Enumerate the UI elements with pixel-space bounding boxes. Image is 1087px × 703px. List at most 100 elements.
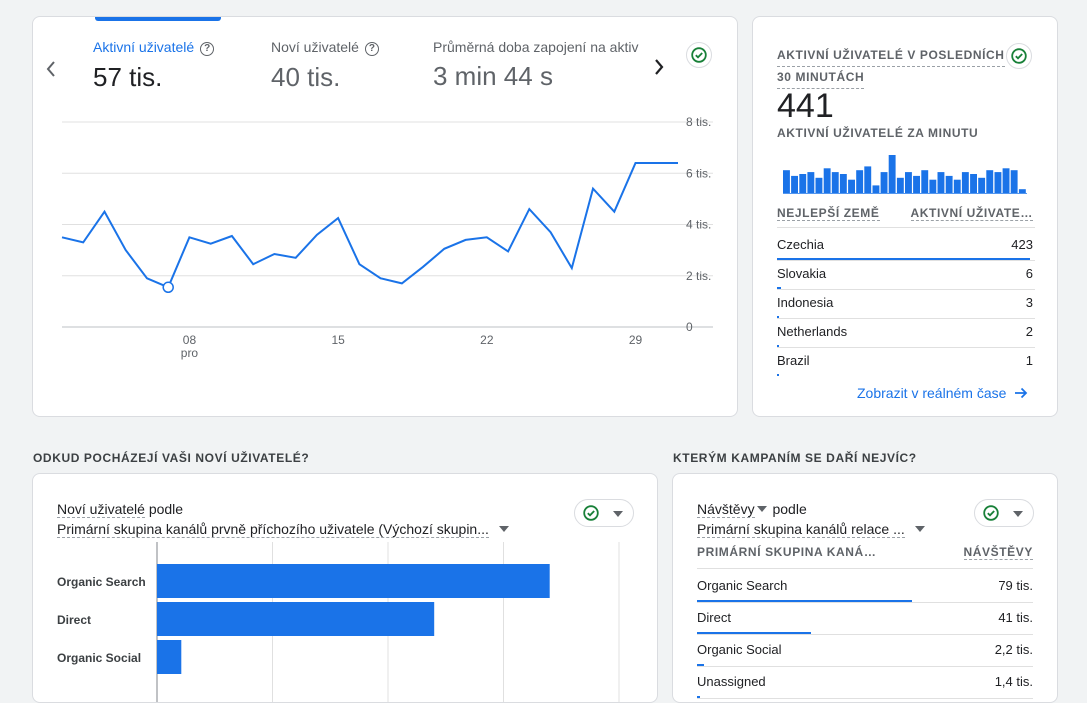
metric-value: 40 tis. bbox=[271, 62, 379, 93]
y-tick-label: 6 tis. bbox=[686, 166, 711, 180]
compare-dropdown[interactable] bbox=[574, 499, 634, 527]
metric-tab-engagement-time[interactable]: Průměrná doba zapojení na aktiv 3 min 44… bbox=[433, 39, 641, 92]
metric-label: Noví uživatelé bbox=[271, 39, 359, 55]
x-tick-label: 15 bbox=[331, 333, 345, 347]
x-tick-label: 29 bbox=[629, 333, 643, 347]
country-value: 3 bbox=[1026, 295, 1033, 310]
view-realtime-link[interactable]: Zobrazit v reálném čase bbox=[857, 385, 1028, 401]
title-suffix: podle bbox=[772, 501, 806, 517]
y-tick-label: 4 tis. bbox=[686, 218, 711, 232]
minute-bar bbox=[824, 168, 831, 193]
col-header-visits[interactable]: NÁVŠTĚVY bbox=[964, 545, 1033, 560]
x-tick-label: 22 bbox=[480, 333, 494, 347]
row-divider bbox=[777, 347, 1035, 348]
dimension-dropdown[interactable]: Primární skupina kanálů relace ... bbox=[697, 521, 925, 537]
minute-bar bbox=[791, 176, 798, 193]
x-tick-label: 08 bbox=[183, 333, 197, 347]
channel-value: 41 tis. bbox=[998, 610, 1033, 625]
dimension-label: Primární skupina kanálů prvně příchozího… bbox=[57, 521, 489, 538]
channel-value: 79 tis. bbox=[998, 578, 1033, 593]
metric-label: Průměrná doba zapojení na aktiv bbox=[433, 39, 641, 55]
minute-bar bbox=[864, 166, 871, 193]
next-metric-button[interactable] bbox=[651, 55, 667, 79]
minute-bar bbox=[816, 178, 823, 193]
country-value: 1 bbox=[1026, 353, 1033, 368]
category-label: Organic Search bbox=[57, 575, 146, 589]
chevron-left-icon bbox=[43, 57, 59, 81]
row-divider bbox=[697, 634, 1033, 635]
minute-bar bbox=[783, 170, 790, 193]
x-sub-label: pro bbox=[181, 346, 199, 360]
view-realtime-label: Zobrazit v reálném čase bbox=[857, 385, 1006, 401]
minute-bar bbox=[962, 172, 969, 193]
col-header-country[interactable]: NEJLEPŠÍ ZEMĚ bbox=[777, 206, 880, 221]
caret-down-icon bbox=[499, 526, 509, 532]
minute-bar bbox=[1011, 170, 1018, 193]
channel-value: 1,4 tis. bbox=[995, 674, 1033, 689]
category-label: Direct bbox=[57, 613, 91, 627]
row-divider bbox=[777, 289, 1035, 290]
country-value: 423 bbox=[1011, 237, 1033, 252]
help-icon[interactable]: ? bbox=[365, 42, 379, 56]
check-circle-icon[interactable] bbox=[1006, 43, 1032, 69]
minute-bar bbox=[856, 170, 863, 193]
minute-bar bbox=[970, 174, 977, 193]
metric-tab-active-users[interactable]: Aktivní uživatelé? 57 tis. bbox=[93, 39, 214, 93]
col-header-channel[interactable]: PRIMÁRNÍ SKUPINA KANÁ… bbox=[697, 545, 876, 559]
realtime-title-line2: 30 MINUTÁCH bbox=[777, 67, 864, 89]
channel-name: Organic Search bbox=[697, 578, 787, 593]
channel-name: Organic Social bbox=[697, 642, 782, 657]
title-metric[interactable]: Návštěvy bbox=[697, 501, 755, 518]
minute-bar bbox=[881, 172, 888, 193]
minute-bar bbox=[889, 155, 896, 193]
share-bar bbox=[777, 374, 779, 376]
minute-bar bbox=[938, 172, 945, 193]
y-tick-label: 2 tis. bbox=[686, 269, 711, 283]
channel-name: Unassigned bbox=[697, 674, 766, 689]
minute-bar bbox=[1019, 189, 1026, 193]
help-icon[interactable]: ? bbox=[200, 42, 214, 56]
country-value: 6 bbox=[1026, 266, 1033, 281]
row-divider bbox=[777, 260, 1035, 261]
channel-name: Direct bbox=[697, 610, 731, 625]
minute-bar bbox=[848, 180, 855, 193]
minute-bar bbox=[799, 174, 806, 193]
minute-bar bbox=[913, 176, 920, 193]
bar bbox=[157, 564, 550, 598]
dimension-dropdown[interactable]: Primární skupina kanálů prvně příchozího… bbox=[57, 521, 509, 537]
minute-bar bbox=[954, 180, 961, 193]
country-name: Netherlands bbox=[777, 324, 847, 339]
arrow-right-icon bbox=[1014, 387, 1028, 399]
row-divider bbox=[697, 666, 1033, 667]
metric-tab-new-users[interactable]: Noví uživatelé? 40 tis. bbox=[271, 39, 379, 93]
selected-metric-indicator bbox=[95, 17, 221, 21]
minute-bar bbox=[905, 172, 912, 193]
minute-bar bbox=[995, 172, 1002, 193]
overview-card: Aktivní uživatelé? 57 tis. Noví uživatel… bbox=[32, 16, 738, 417]
metric-value: 3 min 44 s bbox=[433, 61, 641, 92]
compare-dropdown[interactable] bbox=[974, 499, 1034, 527]
realtime-subtitle: AKTIVNÍ UŽIVATELÉ ZA MINUTU bbox=[777, 126, 978, 140]
row-divider bbox=[777, 318, 1035, 319]
minute-bar bbox=[832, 172, 839, 193]
y-tick-label: 0 bbox=[686, 320, 693, 334]
prev-metric-button[interactable] bbox=[43, 57, 59, 81]
highlighted-point bbox=[163, 282, 173, 292]
minute-bar bbox=[1003, 168, 1010, 193]
check-circle-icon bbox=[583, 505, 599, 521]
metric-label: Aktivní uživatelé bbox=[93, 39, 194, 55]
minute-bar-chart bbox=[783, 153, 1027, 195]
country-name: Slovakia bbox=[777, 266, 826, 281]
minute-bar bbox=[921, 170, 928, 193]
col-header-users[interactable]: AKTIVNÍ UŽIVATE… bbox=[911, 206, 1034, 221]
title-metric[interactable]: Noví uživatelé bbox=[57, 501, 145, 518]
section-heading-campaigns: KTERÝM KAMPANÍM SE DAŘÍ NEJVÍC? bbox=[673, 451, 917, 465]
minute-bar bbox=[986, 170, 993, 193]
row-divider bbox=[697, 602, 1033, 603]
caret-down-icon bbox=[1013, 511, 1023, 517]
country-name: Brazil bbox=[777, 353, 810, 368]
check-circle-icon[interactable] bbox=[686, 42, 712, 68]
check-circle-icon bbox=[983, 505, 999, 521]
